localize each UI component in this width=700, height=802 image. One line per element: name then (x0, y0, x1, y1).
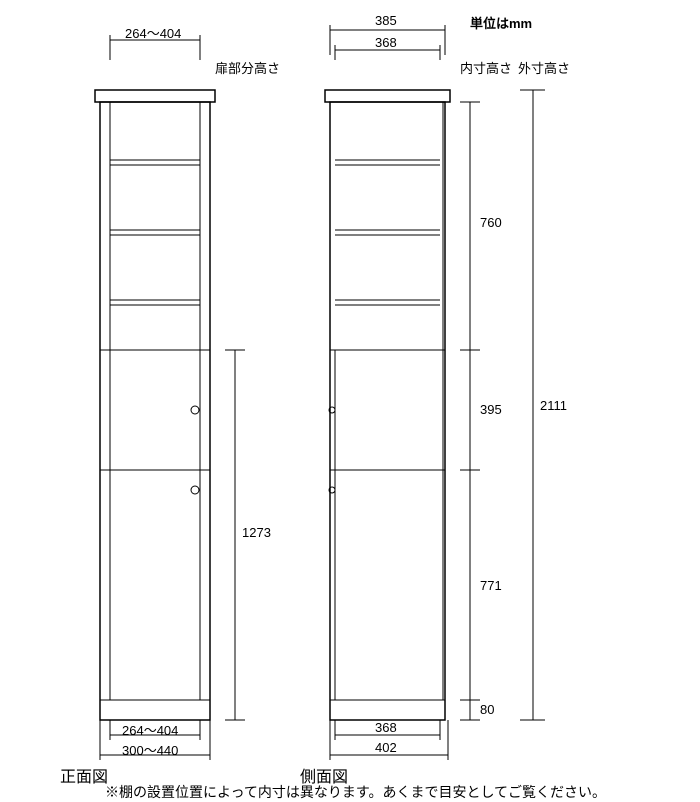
units-label: 単位はmm (470, 13, 532, 32)
outer-height-label: 外寸高さ (518, 58, 570, 77)
front-top-width: 264～404 (125, 23, 181, 42)
side-h2: 395 (480, 402, 502, 417)
door-height-value: 1273 (242, 525, 271, 540)
side-hbase: 80 (480, 702, 494, 717)
inner-height-label: 内寸高さ (460, 58, 512, 77)
side-top-outer: 385 (375, 13, 397, 28)
side-bottom-outer: 402 (375, 740, 397, 755)
front-bottom-outer: 300～440 (122, 740, 178, 759)
side-outer-height: 2111 (540, 398, 567, 413)
side-h1: 760 (480, 215, 502, 230)
door-height-label: 扉部分高さ (215, 58, 280, 77)
front-view-title: 正面図 (60, 763, 108, 787)
side-bottom-inner: 368 (375, 720, 397, 735)
footnote: ※棚の設置位置によって内寸は異なります。あくまで目安としてご覧ください。 (105, 782, 606, 802)
front-bottom-inner: 264～404 (122, 720, 178, 739)
side-h3: 771 (480, 578, 502, 593)
side-top-inner: 368 (375, 35, 397, 50)
